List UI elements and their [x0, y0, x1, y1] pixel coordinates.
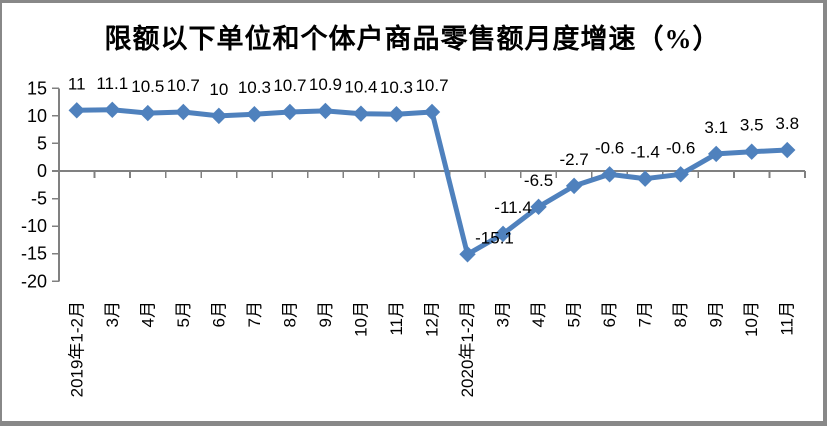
- data-label: 10.3: [238, 78, 271, 97]
- x-tick-label: 8月: [671, 301, 690, 327]
- x-tick-label: 9月: [707, 301, 726, 327]
- data-point-marker: [494, 225, 512, 243]
- x-tick-label: 7月: [245, 301, 264, 327]
- data-point-marker: [743, 143, 760, 160]
- y-tick-label: 5: [37, 133, 47, 153]
- data-point-marker: [388, 105, 405, 123]
- data-label: 3.1: [704, 118, 728, 137]
- x-tick-label: 10月: [742, 301, 761, 337]
- data-label: 10: [209, 80, 228, 99]
- x-tick-label: 6月: [600, 301, 619, 327]
- x-tick-label: 10月: [351, 301, 370, 337]
- data-label: 10.7: [415, 76, 448, 95]
- data-label: 10.7: [167, 76, 200, 95]
- data-point-marker: [707, 145, 725, 163]
- y-tick-label: 0: [37, 161, 47, 181]
- data-label: -1.4: [630, 143, 659, 162]
- data-label: -6.5: [524, 171, 553, 190]
- y-tick-label: 15: [27, 78, 47, 98]
- x-tick-label: 4月: [138, 301, 157, 327]
- data-point-marker: [317, 102, 334, 120]
- x-tick-label: 11月: [778, 301, 797, 336]
- x-tick-label: 2019年1-2月: [67, 301, 86, 397]
- data-label: -11.4: [494, 198, 532, 217]
- data-label: -0.6: [666, 138, 695, 157]
- data-point-marker: [459, 246, 476, 263]
- data-point-marker: [175, 103, 192, 121]
- data-label: 10.7: [273, 76, 306, 95]
- x-tick-label: 5月: [174, 301, 193, 327]
- x-tick-label: 3月: [103, 301, 122, 327]
- data-point-marker: [672, 166, 689, 183]
- data-point-marker: [139, 104, 157, 122]
- x-tick-label: 9月: [316, 301, 335, 327]
- data-point-marker: [565, 177, 583, 195]
- x-tick-label: 5月: [565, 301, 584, 327]
- data-point-marker: [530, 198, 547, 216]
- data-point-marker: [601, 166, 618, 183]
- x-tick-label: 6月: [209, 301, 228, 327]
- x-tick-label: 8月: [280, 301, 299, 327]
- data-point-marker: [210, 107, 228, 125]
- x-tick-label: 11月: [387, 301, 406, 336]
- data-label: -2.7: [559, 150, 588, 169]
- data-point-marker: [104, 101, 121, 119]
- data-label: 10.4: [344, 78, 377, 97]
- data-point-marker: [636, 170, 654, 187]
- x-tick-label: 4月: [529, 301, 548, 327]
- x-tick-label: 3月: [494, 301, 513, 327]
- y-tick-label: 10: [27, 106, 47, 126]
- x-tick-label: 2020年1-2月: [458, 301, 477, 397]
- data-point-marker: [281, 103, 299, 121]
- y-tick-label: -10: [21, 216, 47, 236]
- data-point-marker: [779, 141, 796, 159]
- data-label: 10.3: [380, 78, 413, 97]
- y-tick-label: -5: [31, 189, 47, 209]
- data-label: -0.6: [595, 138, 624, 157]
- x-tick-label: 7月: [636, 301, 655, 327]
- y-tick-label: -20: [21, 271, 47, 291]
- data-point-marker: [68, 102, 85, 119]
- data-label: -15.1: [475, 228, 514, 247]
- x-tick-label: 12月: [423, 301, 442, 337]
- chart-title: 限额以下单位和个体户商品零售额月度增速（%）: [104, 24, 721, 54]
- data-label: 3.5: [740, 116, 764, 135]
- data-point-marker: [352, 105, 370, 122]
- data-label: 3.8: [775, 114, 799, 133]
- data-label: 10.5: [131, 77, 164, 96]
- data-label: 11.1: [96, 74, 128, 93]
- data-point-marker: [246, 105, 263, 123]
- y-tick-label: -15: [21, 244, 47, 264]
- data-label: 11: [68, 74, 86, 93]
- data-point-marker: [423, 103, 441, 121]
- data-label: 10.9: [309, 75, 342, 94]
